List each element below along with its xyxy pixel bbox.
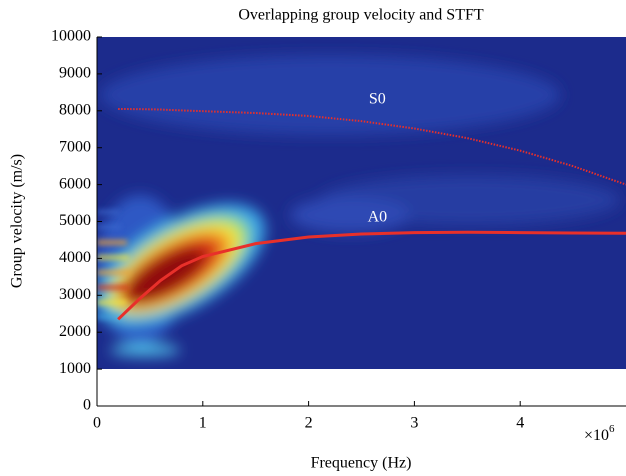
series-line [118, 107, 626, 186]
y-axis-label: Group velocity (m/s) [9, 154, 26, 288]
x-tick-label: 1 [199, 415, 207, 432]
x-tick-label: 4 [516, 415, 524, 432]
y-tick-label: 2000 [59, 323, 91, 340]
spectrogram [97, 37, 626, 369]
y-tick-label: 4000 [59, 249, 91, 266]
x-scale-base: ×10 [584, 427, 609, 444]
y-tick-label: 9000 [59, 65, 91, 82]
y-tick-label: 6000 [59, 175, 91, 192]
y-tick-label: 5000 [59, 212, 91, 229]
y-tick-label: 3000 [59, 286, 91, 303]
series-line [117, 230, 626, 321]
x-tick-label: 3 [410, 415, 418, 432]
annotation: A0 [368, 208, 388, 225]
y-tick-label: 7000 [59, 138, 91, 155]
x-tick-label: 0 [93, 415, 101, 432]
y-tick-label: 0 [83, 397, 91, 414]
x-axis-label: Frequency (Hz) [311, 455, 412, 472]
chart-title: Overlapping group velocity and STFT [238, 7, 484, 24]
y-tick-label: 1000 [59, 360, 91, 377]
annotation: S0 [369, 90, 386, 107]
y-tick-label: 10000 [51, 28, 91, 45]
x-scale-label: ×106 [584, 423, 615, 444]
x-tick-label: 2 [305, 415, 313, 432]
x-scale-exponent: 6 [609, 423, 615, 435]
y-tick-label: 8000 [59, 101, 91, 118]
